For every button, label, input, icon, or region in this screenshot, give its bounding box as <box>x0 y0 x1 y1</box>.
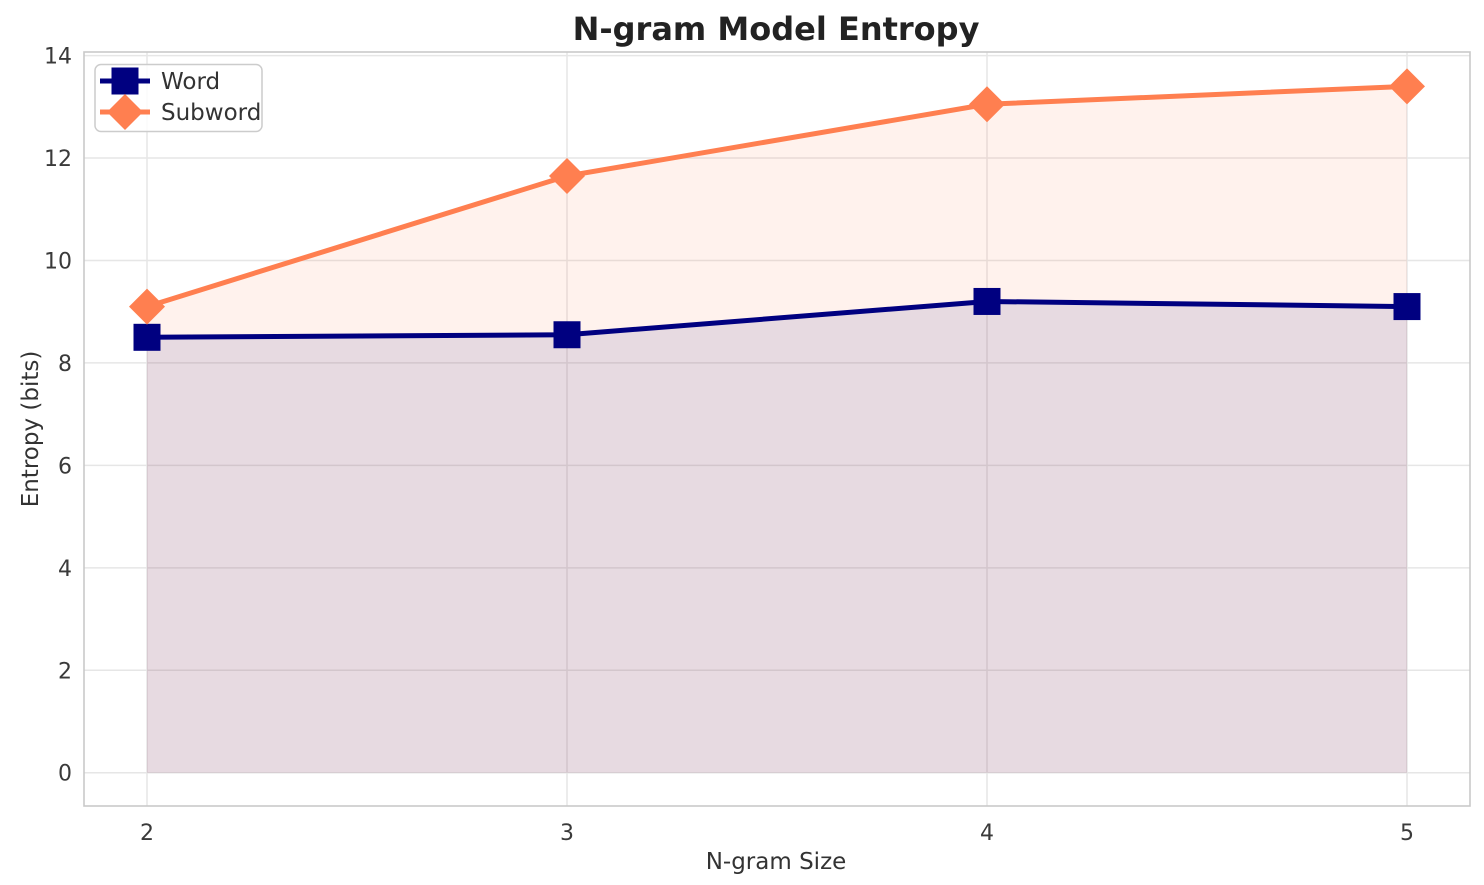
x-tick-labels: 2 3 4 5 <box>140 821 1414 846</box>
area-fills <box>147 86 1407 773</box>
marker-word <box>973 287 1001 315</box>
y-axis-label: Entropy (bits) <box>18 351 44 508</box>
y-tick-label: 4 <box>58 557 72 582</box>
y-tick-label: 12 <box>44 147 72 172</box>
legend-marker-subword <box>107 94 143 130</box>
y-tick-label: 14 <box>44 45 72 70</box>
y-tick-labels: 0 2 4 6 8 10 12 14 <box>44 45 72 787</box>
marker-subword <box>1389 68 1425 105</box>
series-markers <box>129 68 1425 351</box>
x-tick-label: 4 <box>980 821 994 846</box>
series-lines <box>146 83 1408 340</box>
legend-marker-word <box>111 67 139 95</box>
y-tick-label: 6 <box>58 454 72 479</box>
marker-subword <box>129 288 165 325</box>
x-tick-label: 5 <box>1400 821 1414 846</box>
chart-title: N-gram Model Entropy <box>573 10 980 48</box>
y-tick-label: 10 <box>44 249 72 274</box>
series-line-word <box>146 298 1408 340</box>
series-line-subword <box>146 83 1408 309</box>
marker-subword <box>549 157 585 194</box>
plot-border <box>83 51 1471 807</box>
axes-spines <box>83 51 1471 807</box>
y-tick-label: 0 <box>58 762 72 787</box>
marker-word <box>133 323 161 351</box>
x-tick-label: 2 <box>140 821 154 846</box>
marker-word <box>553 321 581 349</box>
area-fill-subword <box>147 86 1407 773</box>
marker-subword <box>969 86 1005 123</box>
legend: Word Subword <box>94 63 263 133</box>
gridlines <box>84 52 1470 806</box>
y-tick-label: 2 <box>58 659 72 684</box>
x-axis-label: N-gram Size <box>706 849 847 875</box>
x-tick-label: 3 <box>560 821 574 846</box>
legend-label-subword: Subword <box>161 100 261 126</box>
marker-word <box>1393 293 1421 321</box>
y-tick-label: 8 <box>58 352 72 377</box>
area-fill-word <box>147 301 1407 773</box>
legend-label-word: Word <box>161 69 220 95</box>
